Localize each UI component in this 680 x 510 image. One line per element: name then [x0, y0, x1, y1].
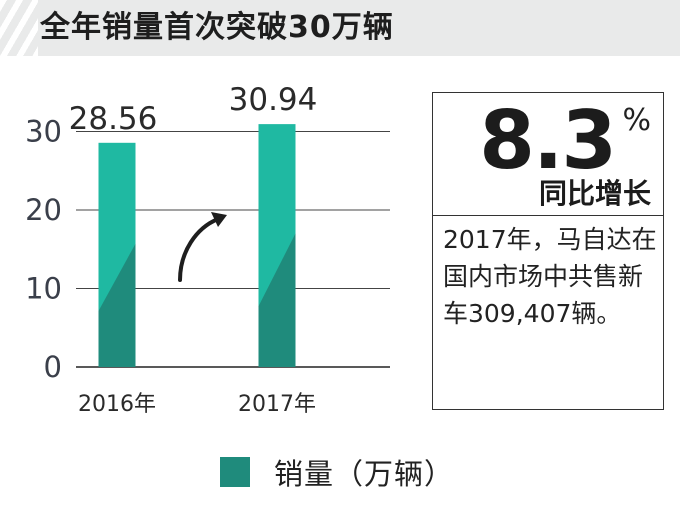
bar-shade — [258, 233, 296, 367]
bars — [98, 124, 296, 367]
trend-arrow-icon — [178, 212, 227, 282]
percent-sign: % — [622, 103, 651, 138]
data-labels: 28.56 30.94 — [69, 82, 318, 137]
y-tick-label: 30 — [25, 115, 62, 149]
info-divider — [433, 215, 663, 216]
bar — [98, 142, 136, 367]
header-band: 全年销量首次突破30万辆 — [0, 0, 680, 56]
bar-value-label: 30.94 — [229, 82, 318, 118]
legend: 销量（万辆） — [220, 452, 454, 492]
growth-info-box: 8.3 % 同比增长 2017年，马自达在国内市场中共售新车309,407辆。 — [432, 92, 664, 410]
y-tick-label: 0 — [44, 350, 62, 384]
y-tick-label: 10 — [25, 272, 62, 306]
legend-label: 销量（万辆） — [274, 457, 455, 491]
header-stripe-decoration — [0, 0, 38, 56]
y-axis-ticks: 0 10 20 30 — [25, 115, 62, 385]
legend-swatch — [220, 457, 250, 487]
y-tick-label: 20 — [25, 193, 62, 227]
x-category-label: 2017年 — [238, 392, 316, 417]
x-category-label: 2016年 — [78, 392, 156, 417]
bar-value-label: 28.56 — [69, 101, 158, 137]
bar-shade — [98, 243, 136, 367]
growth-label: 同比增长 — [538, 177, 651, 210]
x-axis-categories: 2016年 2017年 — [78, 392, 316, 417]
bar-chart: 0 10 20 30 28.56 30.94 2016年 2017年 — [25, 82, 390, 417]
page-title: 全年销量首次突破30万辆 — [40, 10, 394, 45]
bar — [258, 124, 296, 367]
info-description: 2017年，马自达在国内市场中共售新车309,407辆。 — [443, 225, 657, 328]
growth-percent: 8.3 — [479, 94, 617, 187]
